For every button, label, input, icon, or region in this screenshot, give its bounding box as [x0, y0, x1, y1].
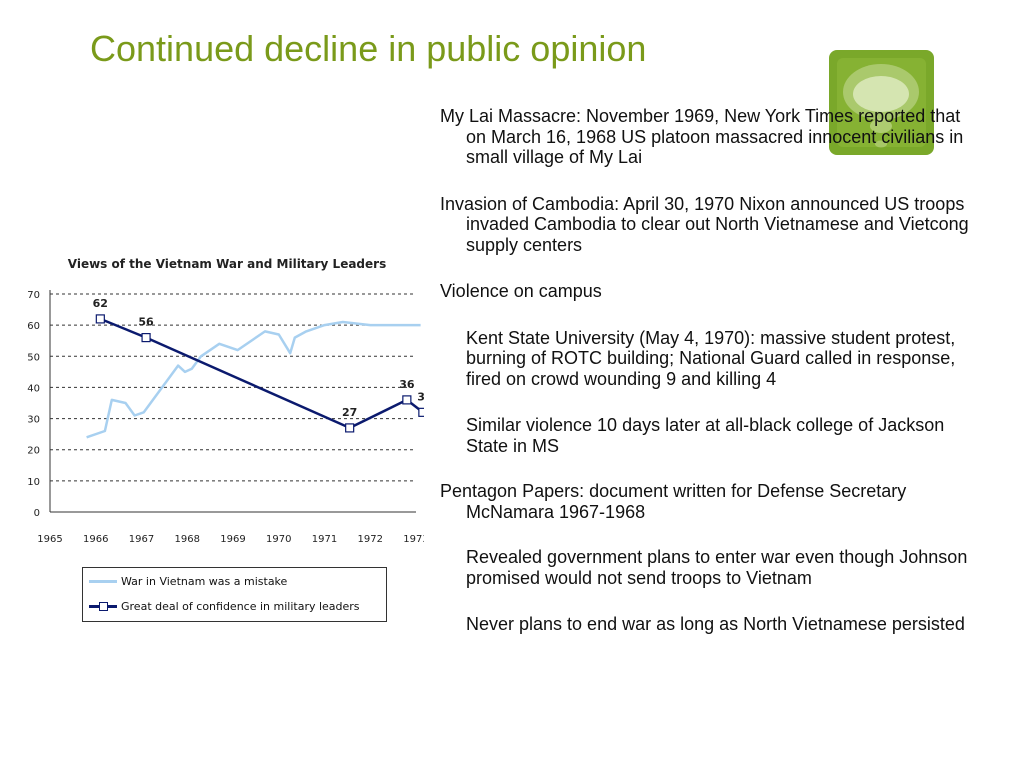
x-tick-label: 1973	[403, 534, 424, 545]
slide-title: Continued decline in public opinion	[90, 28, 647, 69]
bullet-item: Invasion of Cambodia: April 30, 1970 Nix…	[440, 193, 969, 255]
bullet-list: My Lai Massacre: November 1969, New York…	[440, 106, 985, 661]
x-tick-label: 1971	[312, 534, 337, 545]
data-label: 62	[93, 297, 108, 310]
speech-bubble-icon	[843, 64, 919, 148]
y-tick-label: 60	[27, 321, 40, 332]
y-tick-label: 20	[27, 446, 40, 457]
x-tick-label: 1967	[129, 534, 154, 545]
data-label: 36	[399, 378, 415, 391]
data-label: 27	[342, 406, 357, 419]
data-point-marker	[418, 407, 424, 417]
data-label: 32	[417, 390, 424, 403]
y-tick-label: 40	[27, 383, 40, 394]
bullet-item: My Lai Massacre: November 1969, New York…	[440, 106, 964, 167]
data-point-marker	[345, 423, 355, 433]
y-tick-label: 70	[27, 290, 40, 301]
y-tick-label: 30	[27, 415, 40, 426]
sub-bullet-item: Kent State University (May 4, 1970): mas…	[466, 327, 956, 389]
y-tick-label: 10	[27, 477, 40, 488]
sub-bullet-item: Revealed government plans to enter war e…	[466, 547, 968, 588]
data-point-marker	[95, 314, 105, 324]
data-label: 56	[138, 316, 154, 329]
series-line-mistake	[86, 320, 421, 439]
logo	[829, 50, 934, 155]
legend-label: War in Vietnam was a mistake	[121, 574, 288, 588]
legend-item: Great deal of confidence in military lea…	[89, 598, 360, 614]
legend-label: Great deal of confidence in military lea…	[121, 599, 360, 613]
x-tick-label: 1972	[358, 534, 383, 545]
x-tick-label: 1965	[37, 534, 62, 545]
data-point-marker	[402, 395, 412, 405]
bullet-item: Violence on campus	[440, 281, 602, 301]
y-tick-label: 0	[34, 508, 40, 519]
legend-item: War in Vietnam was a mistake	[89, 573, 287, 589]
y-tick-label: 50	[27, 352, 40, 363]
legend-marker	[99, 602, 108, 611]
sub-bullet-item: Similar violence 10 days later at all-bl…	[466, 415, 945, 456]
data-point-marker	[141, 332, 151, 343]
chart-legend: War in Vietnam was a mistake Great deal …	[82, 567, 387, 622]
line-chart: Views of the Vietnam War and Military Le…	[27, 257, 424, 545]
legend-swatch-mistake	[89, 580, 117, 583]
bullet-item: Pentagon Papers: document written for De…	[440, 481, 907, 522]
sub-bullet-item: Never plans to end war as long as North …	[466, 614, 965, 634]
x-tick-label: 1966	[83, 534, 108, 545]
x-tick-label: 1970	[266, 534, 291, 545]
x-tick-label: 1968	[175, 534, 200, 545]
x-tick-label: 1969	[220, 534, 245, 545]
chart-title: Views of the Vietnam War and Military Le…	[68, 257, 386, 271]
